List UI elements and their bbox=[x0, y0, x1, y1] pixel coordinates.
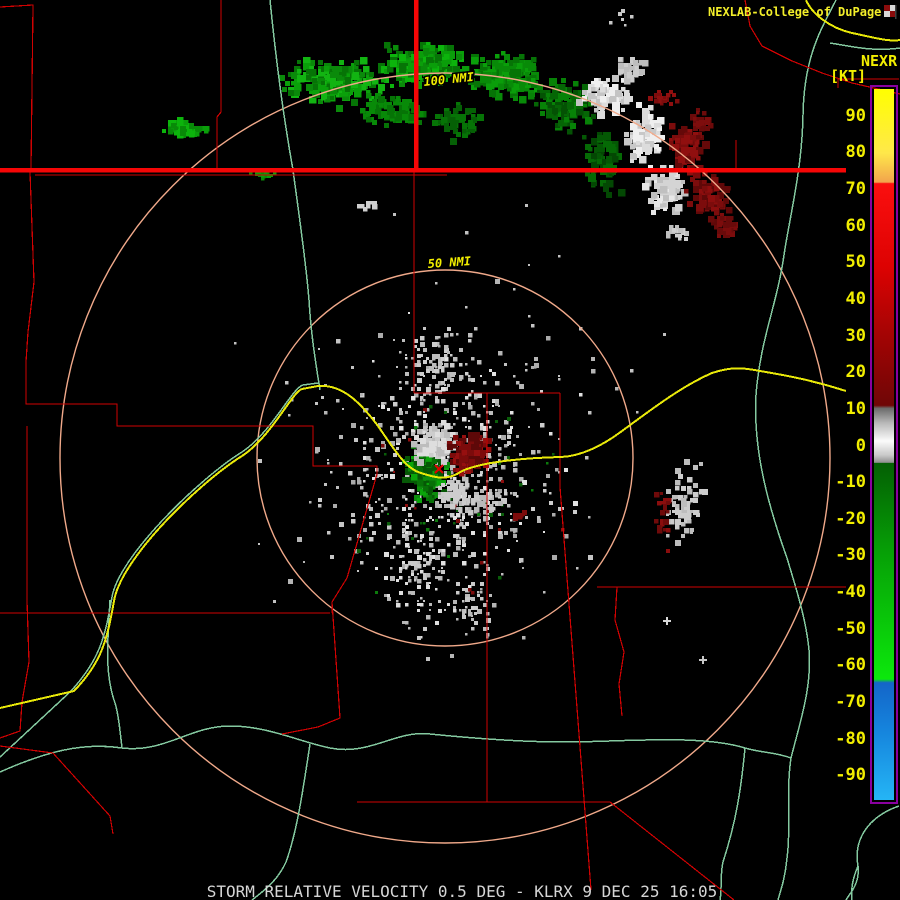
river-line bbox=[0, 725, 792, 773]
colorbar: 90 80 70 60 50 40 30 20 10 0 -10 -20 -30 -40 -50 -60 -70… bbox=[830, 52, 898, 804]
river-line bbox=[251, 743, 311, 900]
echo-blob bbox=[384, 516, 458, 641]
road-line bbox=[805, 0, 900, 42]
county-line bbox=[216, 0, 222, 169]
plus-marker bbox=[663, 617, 671, 625]
river-line bbox=[829, 42, 900, 51]
state-boundaries-layer bbox=[0, 0, 846, 173]
point-markers-layer bbox=[434, 464, 707, 664]
colorbar-tick-label: -10 bbox=[835, 472, 866, 492]
x-marker bbox=[434, 464, 444, 474]
river-line bbox=[0, 382, 319, 758]
brand-title: NEXLAB-College of DuPage bbox=[708, 5, 881, 19]
colorbar-tick-label: -20 bbox=[835, 509, 866, 529]
colorbar-tick-label: -60 bbox=[835, 655, 866, 675]
plus-marker bbox=[699, 656, 707, 664]
colorbar-tick-label: 40 bbox=[846, 289, 866, 309]
colorbar-tick-label: 20 bbox=[846, 362, 866, 382]
echo-blob bbox=[708, 210, 738, 239]
echo-blob bbox=[432, 102, 484, 145]
echo-blob bbox=[618, 57, 649, 85]
colorbar-tick-label: 30 bbox=[846, 326, 866, 346]
ring-label-50nmi: 50 NMI bbox=[427, 254, 472, 271]
county-line bbox=[357, 801, 735, 900]
echo-blob bbox=[666, 225, 689, 241]
county-line bbox=[0, 426, 30, 739]
ring-label-100nmi: 100 NMI bbox=[423, 70, 476, 89]
echo-blob bbox=[513, 510, 527, 521]
product-title: STORM RELATIVE VELOCITY 0.5 DEG - KLRX 9… bbox=[207, 882, 718, 900]
county-line bbox=[0, 745, 114, 835]
colorbar-tick-label: -80 bbox=[835, 729, 866, 749]
road-line bbox=[0, 367, 847, 709]
county-line bbox=[0, 4, 34, 170]
colorbar-tick-label: -40 bbox=[835, 582, 866, 602]
river-line bbox=[850, 865, 859, 900]
echo-blob bbox=[438, 483, 470, 510]
roads-layer bbox=[0, 0, 900, 709]
echo-blob bbox=[609, 9, 634, 27]
colorbar-tick-label: -30 bbox=[835, 545, 866, 565]
echo-blob bbox=[360, 93, 427, 129]
colorbar-gradient bbox=[874, 89, 894, 800]
echo-blob bbox=[162, 117, 210, 139]
colorbar-tick-label: 70 bbox=[846, 179, 866, 199]
county-line bbox=[25, 171, 378, 735]
colorbar-tick-label: 0 bbox=[856, 436, 866, 456]
county-line bbox=[614, 586, 625, 717]
colorbar-tick-label: 80 bbox=[846, 142, 866, 162]
echo-blob bbox=[576, 75, 634, 119]
county-line bbox=[837, 78, 899, 88]
colorbar-tick-label: 50 bbox=[846, 252, 866, 272]
checkered-flag-icon bbox=[884, 5, 897, 19]
echo-blob bbox=[624, 102, 666, 170]
echo-blob bbox=[411, 420, 459, 471]
colorbar-product-label: NEXR bbox=[861, 52, 898, 70]
range-ring-50nmi bbox=[256, 269, 634, 647]
range-ring-100nmi bbox=[59, 72, 831, 844]
echo-blob bbox=[690, 108, 714, 132]
river-line bbox=[269, 0, 321, 391]
echo-blob bbox=[654, 492, 672, 554]
colorbar-tick-label: 10 bbox=[846, 399, 866, 419]
echo-blob bbox=[447, 432, 492, 477]
echo-blob bbox=[684, 171, 733, 226]
colorbar-border bbox=[870, 85, 898, 804]
colorbar-tick-label: 60 bbox=[846, 216, 866, 236]
echo-blob bbox=[357, 201, 378, 212]
echo-blob bbox=[642, 165, 689, 215]
colorbar-tick-label: -50 bbox=[835, 619, 866, 639]
river-line bbox=[754, 0, 837, 900]
colorbar-tick-label: 90 bbox=[846, 106, 866, 126]
river-line bbox=[719, 747, 746, 900]
colorbar-tick-label: -90 bbox=[835, 765, 866, 785]
echo-blob bbox=[669, 123, 710, 176]
county-line bbox=[744, 0, 900, 95]
echo-blob bbox=[666, 459, 708, 546]
colorbar-tick-labels: 90 80 70 60 50 40 30 20 10 0 -10 -20 -30 -40 -50 -60 -70… bbox=[835, 106, 866, 785]
colorbar-tick-label: -70 bbox=[835, 692, 866, 712]
colorbar-units-label: [KT] bbox=[830, 67, 866, 85]
echo-blob bbox=[453, 576, 493, 639]
range-rings bbox=[59, 72, 831, 844]
county-line bbox=[559, 393, 592, 891]
echo-blob bbox=[399, 327, 482, 404]
echo-blob bbox=[648, 90, 680, 107]
